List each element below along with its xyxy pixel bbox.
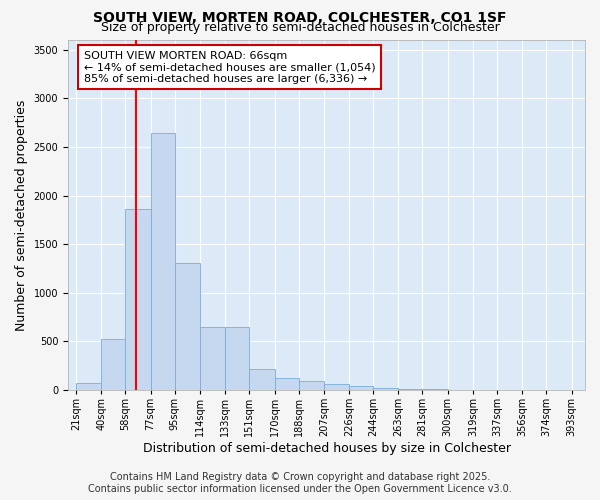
Bar [398,388,422,390]
Bar [151,134,175,390]
Bar [125,209,151,390]
Bar [349,386,373,390]
Y-axis label: Number of semi-detached properties: Number of semi-detached properties [15,100,28,331]
Bar [275,378,299,390]
Bar [175,262,200,390]
Bar [101,338,125,390]
Text: SOUTH VIEW, MORTEN ROAD, COLCHESTER, CO1 1SF: SOUTH VIEW, MORTEN ROAD, COLCHESTER, CO1… [93,11,507,25]
Text: Size of property relative to semi-detached houses in Colchester: Size of property relative to semi-detach… [101,21,499,34]
Bar [76,383,101,390]
Bar [249,368,275,390]
Bar [225,327,249,390]
Text: Contains HM Land Registry data © Crown copyright and database right 2025.
Contai: Contains HM Land Registry data © Crown c… [88,472,512,494]
Bar [299,382,324,390]
Text: SOUTH VIEW MORTEN ROAD: 66sqm
← 14% of semi-detached houses are smaller (1,054)
: SOUTH VIEW MORTEN ROAD: 66sqm ← 14% of s… [83,50,375,84]
Bar [373,388,398,390]
X-axis label: Distribution of semi-detached houses by size in Colchester: Distribution of semi-detached houses by … [143,442,511,455]
Bar [200,327,225,390]
Bar [324,384,349,390]
